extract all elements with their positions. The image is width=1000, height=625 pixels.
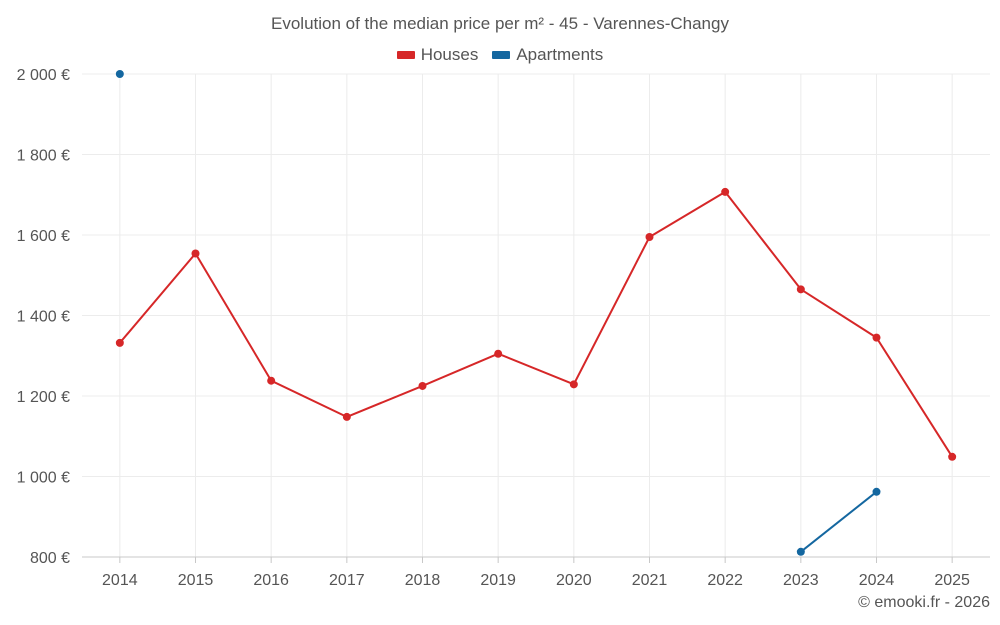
y-tick-label: 1 200 €: [17, 389, 70, 406]
x-tick-label: 2018: [405, 572, 441, 589]
x-tick-label: 2020: [556, 572, 592, 589]
data-point-houses: [645, 233, 654, 242]
x-tick-label: 2022: [707, 572, 743, 589]
data-point-houses: [872, 333, 881, 342]
y-tick-label: 2 000 €: [17, 67, 70, 84]
x-tick-label: 2019: [480, 572, 516, 589]
y-tick-label: 800 €: [30, 550, 70, 567]
y-tick-label: 1 000 €: [17, 470, 70, 487]
series-line-houses: [119, 190, 954, 458]
data-point-houses: [191, 249, 200, 258]
data-point-houses: [796, 285, 805, 294]
legend-label-houses: Houses: [420, 45, 479, 64]
data-point-houses: [267, 376, 276, 385]
x-tick-label: 2025: [934, 572, 970, 589]
data-point-houses: [948, 452, 957, 461]
data-point-houses: [494, 349, 503, 358]
chart-title: Evolution of the median price per m² - 4…: [271, 14, 729, 33]
data-point-apartments: [796, 547, 805, 556]
legend-swatch-houses: [396, 51, 415, 59]
x-tick-label: 2016: [253, 572, 289, 589]
data-point-apartments: [115, 70, 124, 78]
x-tick-label: 2017: [329, 572, 365, 589]
legend-item-apartments[interactable]: Apartments: [492, 45, 603, 65]
chart-legend: Houses Apartments: [0, 45, 1000, 65]
y-tick-label: 1 800 €: [17, 148, 70, 165]
x-tick-label: 2014: [102, 572, 138, 589]
data-point-apartments: [872, 487, 881, 496]
x-tick-label: 2015: [178, 572, 214, 589]
x-tick-label: 2021: [632, 572, 668, 589]
data-point-houses: [115, 338, 124, 347]
legend-swatch-apartments: [492, 51, 511, 59]
data-point-houses: [569, 380, 578, 389]
data-point-houses: [342, 412, 351, 421]
copyright-footer: © emooki.fr - 2026: [858, 594, 990, 611]
legend-item-houses[interactable]: Houses: [396, 45, 479, 65]
series-line-apartments: [800, 491, 878, 553]
data-point-houses: [418, 381, 427, 390]
x-tick-label: 2023: [783, 572, 819, 589]
y-tick-label: 1 400 €: [17, 309, 70, 326]
data-point-houses: [721, 187, 730, 196]
legend-label-apartments: Apartments: [516, 45, 604, 64]
y-tick-label: 1 600 €: [17, 228, 70, 245]
x-tick-label: 2024: [859, 572, 895, 589]
